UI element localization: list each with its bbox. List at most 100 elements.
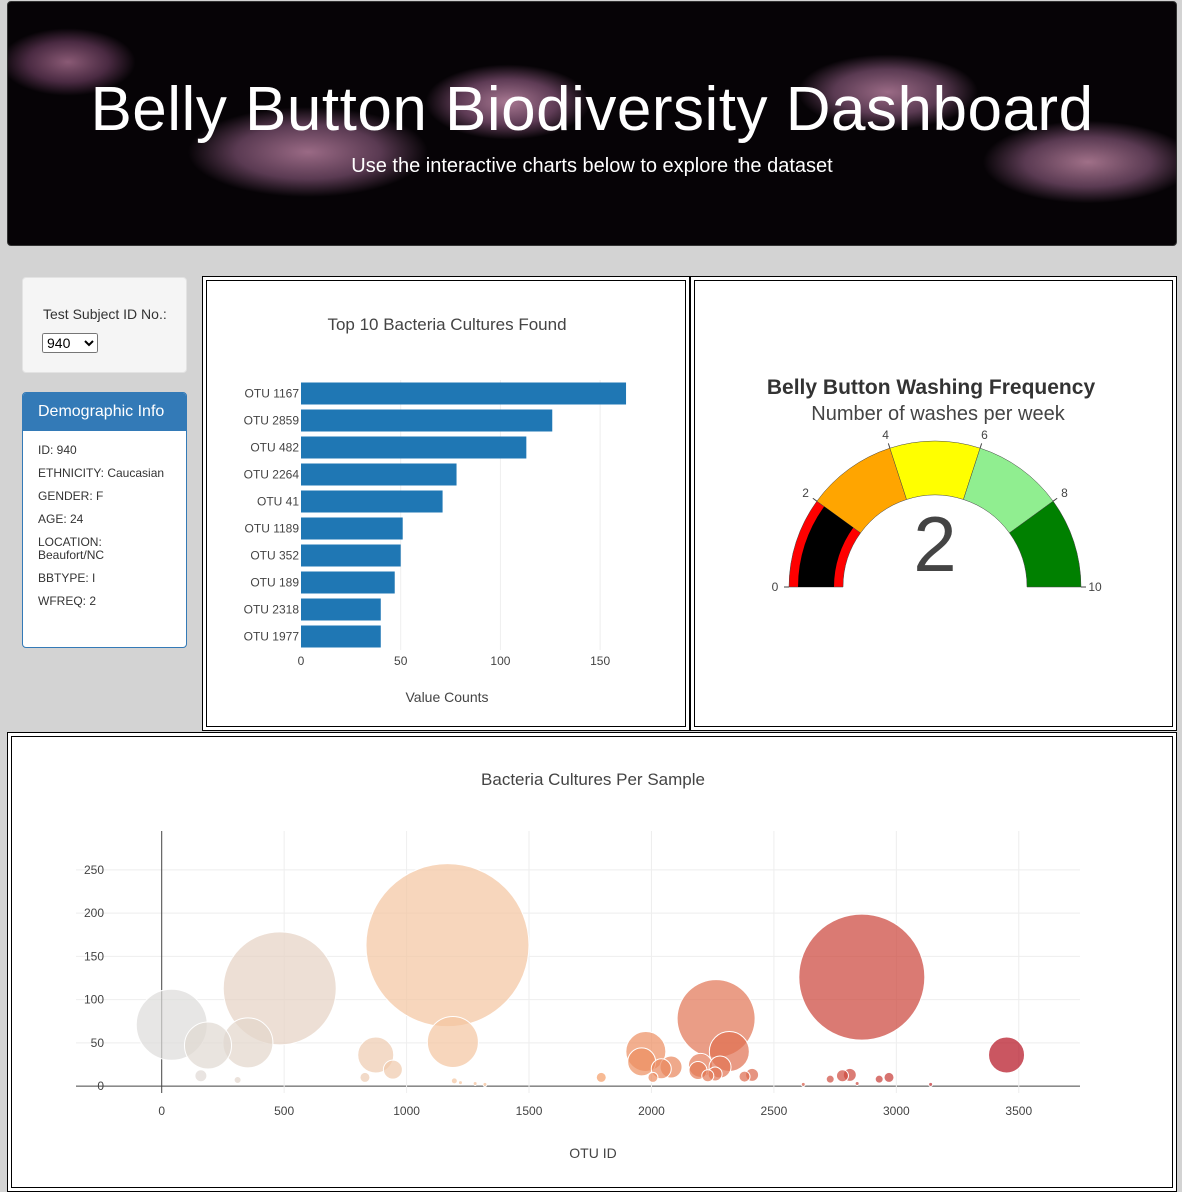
bar-y-tick-label: OTU 2318 bbox=[244, 603, 300, 617]
bubble-y-tick-label: 0 bbox=[97, 1079, 104, 1093]
gauge-tick bbox=[887, 443, 891, 449]
demographic-list: ID: 940 ETHNICITY: Caucasian GENDER: F A… bbox=[23, 431, 186, 608]
bubble-x-tick-label: 3000 bbox=[883, 1104, 910, 1118]
bar-y-tick-label: OTU 1977 bbox=[244, 630, 300, 644]
bubble-point[interactable] bbox=[798, 913, 926, 1041]
bar-x-tick-label: 50 bbox=[394, 654, 408, 668]
demo-id: ID: 940 bbox=[38, 443, 77, 457]
bar[interactable] bbox=[301, 382, 627, 405]
demo-ethnicity: ETHNICITY: Caucasian bbox=[38, 466, 165, 480]
bar-chart-box: Top 10 Bacteria Cultures Found Value Cou… bbox=[202, 276, 690, 731]
bubble-chart-xlabel: OTU ID bbox=[569, 1145, 616, 1161]
gauge-value-bar bbox=[798, 506, 854, 587]
bubble-point[interactable] bbox=[457, 1080, 463, 1086]
bar[interactable] bbox=[301, 436, 527, 459]
gauge-tick bbox=[979, 443, 983, 449]
bar-y-tick-label: OTU 1189 bbox=[245, 522, 300, 536]
bubble-point[interactable] bbox=[825, 1074, 835, 1084]
bubble-point[interactable] bbox=[359, 1071, 371, 1083]
bar[interactable] bbox=[301, 544, 401, 567]
bar-y-tick-label: OTU 1167 bbox=[245, 387, 300, 401]
bar-chart-xlabel: Value Counts bbox=[405, 689, 488, 705]
gauge-subtitle: Number of washes per week bbox=[811, 403, 1065, 425]
bubble-point[interactable] bbox=[183, 1021, 232, 1070]
bubble-point[interactable] bbox=[194, 1069, 208, 1083]
bubble-point[interactable] bbox=[647, 1071, 659, 1083]
bubble-point[interactable] bbox=[874, 1074, 884, 1084]
demo-location: LOCATION: Beaufort/NC bbox=[38, 535, 105, 562]
bar-x-tick-label: 0 bbox=[298, 654, 305, 668]
bar[interactable] bbox=[301, 409, 553, 432]
gauge-value: 2 bbox=[913, 500, 956, 588]
bubble-x-tick-label: 1000 bbox=[393, 1104, 420, 1118]
bubble-point[interactable] bbox=[382, 1059, 403, 1080]
bubble-x-tick-label: 1500 bbox=[516, 1104, 543, 1118]
demo-wfreq: WFREQ: 2 bbox=[38, 594, 97, 608]
bubble-point[interactable] bbox=[800, 1081, 806, 1087]
bar[interactable] bbox=[301, 598, 381, 621]
gauge-tick-label: 4 bbox=[882, 428, 889, 442]
subject-selector-well: Test Subject ID No.: 940 bbox=[22, 277, 187, 373]
bar-x-tick-label: 100 bbox=[490, 654, 510, 668]
bubble-y-tick-label: 50 bbox=[91, 1036, 105, 1050]
demo-age: AGE: 24 bbox=[38, 512, 84, 526]
bar-y-tick-label: OTU 41 bbox=[257, 495, 299, 509]
gauge-tick-label: 8 bbox=[1061, 486, 1068, 500]
bar-y-tick-label: OTU 352 bbox=[250, 549, 299, 563]
demo-bbtype: BBTYPE: I bbox=[38, 571, 96, 585]
bar[interactable] bbox=[301, 571, 395, 594]
bar-y-tick-label: OTU 2264 bbox=[244, 468, 300, 482]
bar-y-tick-label: OTU 189 bbox=[250, 576, 299, 590]
bubble-chart-box: Bacteria Cultures Per Sample OTU ID 0 50 1… bbox=[7, 732, 1177, 1192]
bubble-x-tick-label: 0 bbox=[158, 1104, 165, 1118]
demo-gender: GENDER: F bbox=[38, 489, 104, 503]
page-subtitle: Use the interactive charts below to expl… bbox=[351, 155, 833, 177]
bubble-y-tick-label: 150 bbox=[84, 949, 104, 963]
bubble-point[interactable] bbox=[595, 1071, 607, 1083]
bar[interactable] bbox=[301, 463, 457, 486]
bar[interactable] bbox=[301, 490, 443, 513]
gauge-tick bbox=[1052, 497, 1058, 502]
gauge-tick bbox=[812, 497, 818, 502]
bubble-x-tick-label: 500 bbox=[274, 1104, 294, 1118]
subject-select-label: Test Subject ID No.: bbox=[43, 306, 167, 322]
bubble-point[interactable] bbox=[426, 1015, 479, 1068]
bubble-point[interactable] bbox=[222, 931, 337, 1046]
bubble-point[interactable] bbox=[365, 863, 530, 1028]
bubble-x-tick-label: 2000 bbox=[638, 1104, 665, 1118]
gauge-chart: Belly Button Washing Frequency Number of… bbox=[767, 376, 1102, 594]
bar-y-tick-label: OTU 482 bbox=[250, 441, 299, 455]
bubble-point[interactable] bbox=[701, 1069, 715, 1083]
demographic-panel-title: Demographic Info bbox=[23, 393, 186, 431]
bar-y-tick-label: OTU 2859 bbox=[244, 414, 300, 428]
bubble-x-tick-label: 2500 bbox=[761, 1104, 788, 1118]
bubble-point[interactable] bbox=[928, 1081, 934, 1087]
bar[interactable] bbox=[301, 517, 403, 540]
bubble-x-tick-label: 3500 bbox=[1005, 1104, 1032, 1118]
bubble-point[interactable] bbox=[854, 1080, 860, 1086]
gauge-tick-label: 6 bbox=[981, 428, 988, 442]
bubble-point[interactable] bbox=[738, 1070, 751, 1083]
bubble-point[interactable] bbox=[472, 1080, 478, 1086]
bar-chart: Top 10 Bacteria Cultures Found Value Cou… bbox=[244, 315, 627, 705]
demographic-panel: Demographic Info ID: 940 ETHNICITY: Cauc… bbox=[22, 392, 187, 648]
bar-chart-title: Top 10 Bacteria Cultures Found bbox=[327, 315, 566, 334]
bubble-chart-title: Bacteria Cultures Per Sample bbox=[481, 770, 705, 789]
bubble-point[interactable] bbox=[482, 1081, 488, 1087]
bubble-point[interactable] bbox=[233, 1076, 242, 1085]
bar[interactable] bbox=[301, 625, 381, 648]
bubble-point[interactable] bbox=[988, 1036, 1026, 1074]
subject-select[interactable]: 940 bbox=[42, 333, 98, 353]
bubble-chart: Bacteria Cultures Per Sample OTU ID 0 50 1… bbox=[76, 770, 1080, 1161]
bubble-point[interactable] bbox=[450, 1077, 458, 1085]
bubble-point[interactable] bbox=[883, 1071, 895, 1083]
gauge-chart-box: Belly Button Washing Frequency Number of… bbox=[690, 276, 1177, 731]
bubble-y-tick-label: 200 bbox=[84, 906, 104, 920]
gauge-title: Belly Button Washing Frequency bbox=[767, 376, 1096, 399]
gauge-tick-label: 2 bbox=[802, 486, 809, 500]
bubble-y-tick-label: 100 bbox=[84, 993, 104, 1007]
bubble-point[interactable] bbox=[835, 1069, 849, 1083]
gauge-tick-label: 10 bbox=[1088, 580, 1102, 594]
header-banner: Belly Button Biodiversity Dashboard Use … bbox=[7, 1, 1177, 246]
bubble-y-tick-label: 250 bbox=[84, 863, 104, 877]
